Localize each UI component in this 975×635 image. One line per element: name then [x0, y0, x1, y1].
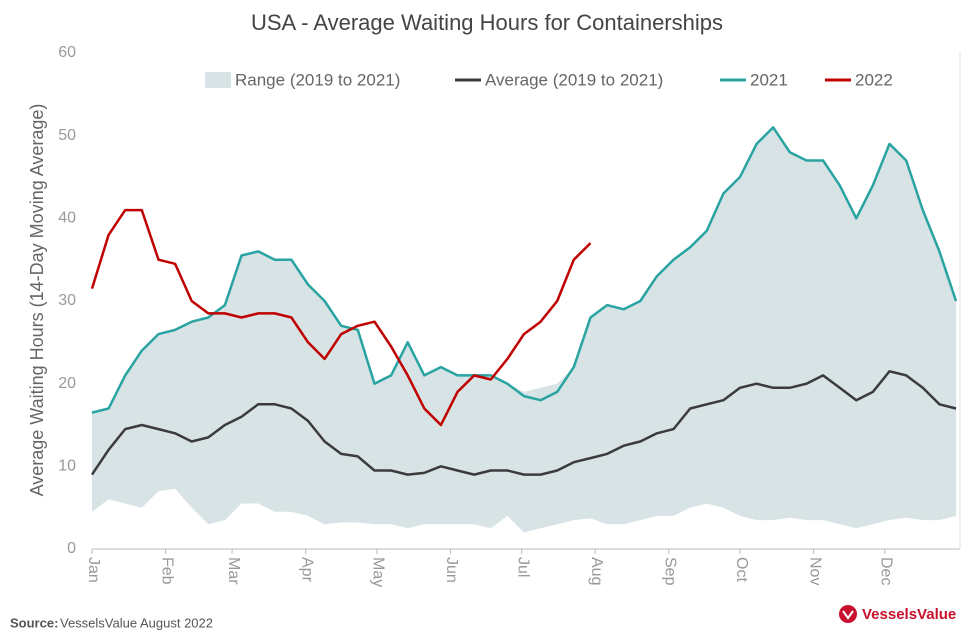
x-tick-label: Jan	[85, 557, 102, 583]
y-tick-label: 20	[58, 375, 76, 392]
x-tick-label: Dec	[878, 557, 895, 585]
y-tick-label: 30	[58, 292, 76, 309]
y-tick-label: 50	[58, 127, 76, 144]
series-line	[91, 126, 958, 414]
x-tick-label: Jun	[443, 557, 460, 583]
x-tick-label: Sep	[662, 557, 679, 586]
x-tick-label: Mar	[225, 557, 242, 585]
x-tick-label: Oct	[733, 557, 750, 582]
series-line	[90, 370, 957, 476]
logo-icon	[839, 605, 857, 623]
x-tick-label: Feb	[158, 557, 175, 585]
y-tick-label: 10	[58, 458, 76, 475]
y-tick-label: 60	[58, 44, 76, 61]
logo-mark	[842, 610, 854, 620]
range-area	[92, 127, 956, 533]
y-axis-label: Average Waiting Hours (14-Day Moving Ave…	[27, 104, 47, 497]
legend-label: 2021	[750, 70, 788, 89]
logo-text: VesselsValue	[862, 606, 956, 623]
source: VesselsValue August 2022	[60, 615, 213, 630]
legend-label: 2022	[855, 70, 893, 89]
y-tick-label: 40	[58, 210, 76, 227]
x-tick-label: Nov	[806, 557, 823, 585]
source-label: Source:	[10, 615, 58, 630]
y-tick-label: 0	[67, 540, 76, 557]
series-line	[90, 208, 592, 427]
x-tick-label: Apr	[298, 557, 315, 583]
legend-label: Average (2019 to 2021)	[485, 70, 663, 89]
x-tick-label: Aug	[588, 557, 605, 585]
legend-swatch	[205, 72, 231, 88]
x-tick-label: May	[370, 557, 387, 587]
chart-title: USA - Average Waiting Hours for Containe…	[251, 10, 723, 35]
x-tick-label: Jul	[514, 557, 531, 577]
legend-label: Range (2019 to 2021)	[235, 70, 400, 89]
